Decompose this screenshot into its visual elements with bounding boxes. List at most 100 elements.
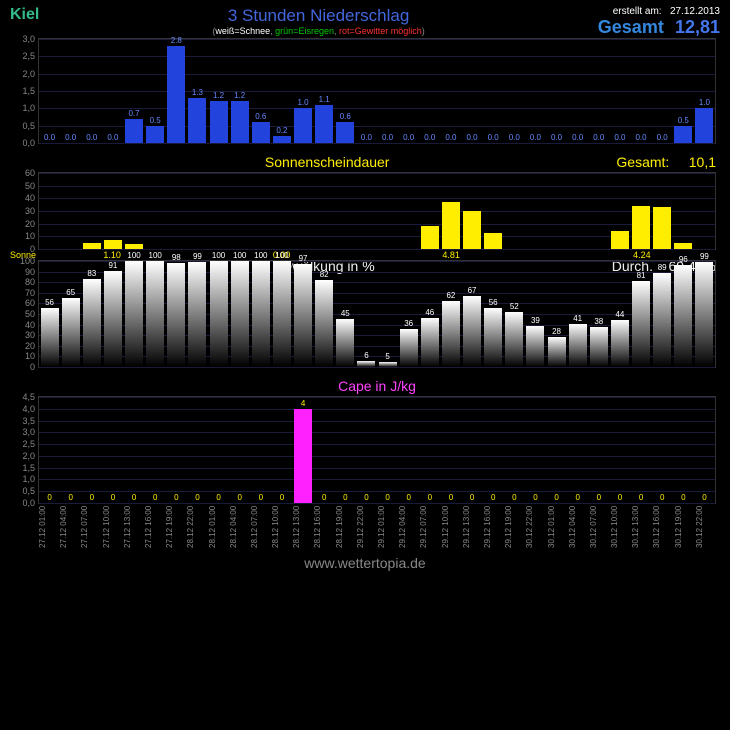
sun-title: Sonnenscheindauer (265, 154, 390, 170)
chart-bar: 82 (315, 280, 333, 367)
chart-bar: 83 (83, 279, 101, 367)
x-axis-label: 28.12 04:00 (229, 504, 250, 551)
bar-value-label: 0 (597, 493, 601, 502)
chart-bar: 1.0 (695, 108, 713, 143)
bar-value-label: 36 (404, 319, 413, 328)
bar-value-label: 28 (552, 327, 561, 336)
bar-value-label: 0.0 (488, 133, 499, 142)
sun-total-value: 10,1 (689, 154, 716, 170)
legend: (weiß=Schnee, grün=Eisregen, rot=Gewitte… (39, 26, 597, 36)
chart-bar: 1.0 (294, 108, 312, 143)
sun-row-value (462, 250, 483, 260)
chart-bar: 89 (653, 273, 671, 367)
bar-value-label: 0 (259, 493, 263, 502)
chart-bar: 81 (632, 281, 650, 367)
bar-value-label: 39 (531, 316, 540, 325)
chart-bar: 0.6 (336, 122, 354, 143)
bar-value-label: 38 (594, 317, 603, 326)
bar-value-label: 0.0 (509, 133, 520, 142)
x-axis-label: 29.12 13:00 (462, 504, 483, 551)
chart-bar: 0.6 (252, 122, 270, 143)
bar-value-label: 0 (385, 493, 389, 502)
footer: www.wettertopia.de (10, 555, 720, 571)
chart-bar: 1.1 (315, 105, 333, 143)
x-axis-label: 28.12 01:00 (208, 504, 229, 551)
bar-value-label: 65 (66, 288, 75, 297)
sun-row-value (80, 250, 101, 260)
bar-value-label: 0.7 (128, 109, 139, 118)
sun-row-value (419, 250, 440, 260)
bar-value-label: 0 (554, 493, 558, 502)
chart-bar: 5 (379, 362, 397, 367)
bar-value-label: 0 (237, 493, 241, 502)
chart-bar (442, 202, 460, 249)
chart-bar: 39 (526, 326, 544, 367)
bar-value-label: 0.2 (276, 126, 287, 135)
bar-value-label: 0.0 (466, 133, 477, 142)
chart-bar: 100 (210, 261, 228, 367)
chart-bar: 36 (400, 329, 418, 367)
chart-bar: 41 (569, 324, 587, 367)
x-axis-label: 28.12 07:00 (250, 504, 271, 551)
header-right: erstellt am: 27.12.2013 Gesamt 12,81 (598, 6, 720, 38)
bar-value-label: 52 (510, 302, 519, 311)
chart-bar: 0.2 (273, 136, 291, 143)
bar-value-label: 100 (212, 251, 225, 260)
bar-value-label: 0.0 (86, 133, 97, 142)
chart-bar: 100 (273, 261, 291, 367)
x-axis-label: 29.12 10:00 (441, 504, 462, 551)
bar-value-label: 0.0 (614, 133, 625, 142)
chart-bar: 67 (463, 296, 481, 367)
bar-value-label: 0 (216, 493, 220, 502)
bar-value-label: 0.5 (678, 116, 689, 125)
chart-bar: 1.2 (231, 101, 249, 143)
chart-bar (484, 233, 502, 249)
x-axis-label: 30.12 04:00 (568, 504, 589, 551)
bar-value-label: 0 (195, 493, 199, 502)
bar-value-label: 0 (512, 493, 516, 502)
bar-value-label: 0 (660, 493, 664, 502)
sun-row-value: 4.81 (441, 250, 462, 260)
x-axis-label: 27.12 01:00 (38, 504, 59, 551)
bar-value-label: 0 (428, 493, 432, 502)
bar-value-label: 5 (385, 352, 389, 361)
sun-row-value (568, 250, 589, 260)
bar-value-label: 91 (108, 261, 117, 270)
created-date: 27.12.2013 (670, 6, 720, 17)
bar-value-label: 0.0 (445, 133, 456, 142)
cape-title-row: Cape in J/kg (38, 378, 716, 394)
bar-value-label: 0.6 (340, 112, 351, 121)
chart-bar: 28 (548, 337, 566, 367)
bar-value-label: 99 (700, 252, 709, 261)
x-axis-label: 27.12 04:00 (59, 504, 80, 551)
chart-bar: 1.3 (188, 98, 206, 143)
bar-value-label: 0 (280, 493, 284, 502)
chart-bar: 100 (125, 261, 143, 367)
chart-bar: 6 (357, 361, 375, 367)
bar-value-label: 0 (68, 493, 72, 502)
bar-value-label: 100 (148, 251, 161, 260)
x-axis-label: 29.12 16:00 (483, 504, 504, 551)
chart-bar: 91 (104, 271, 122, 367)
header: Kiel 3 Stunden Niederschlag (weiß=Schnee… (10, 6, 720, 38)
bar-value-label: 0 (575, 493, 579, 502)
bar-value-label: 0.0 (403, 133, 414, 142)
bar-value-label: 0 (90, 493, 94, 502)
cape-title: Cape in J/kg (338, 378, 416, 394)
bar-value-label: 82 (320, 270, 329, 279)
bar-value-label: 0.6 (255, 112, 266, 121)
bar-value-label: 0.0 (635, 133, 646, 142)
bar-value-label: 0 (702, 493, 706, 502)
x-axis-label: 29.12 22:00 (356, 504, 377, 551)
bar-value-label: 1.1 (319, 95, 330, 104)
bar-value-label: 2.8 (171, 36, 182, 45)
chart-bar: 99 (188, 262, 206, 367)
chart-bar: 4 (294, 409, 312, 503)
chart-bar: 99 (695, 262, 713, 367)
bar-value-label: 67 (468, 286, 477, 295)
bar-value-label: 0 (364, 493, 368, 502)
chart-bar (653, 207, 671, 249)
bar-value-label: 0 (153, 493, 157, 502)
chart-bar: 1.2 (210, 101, 228, 143)
chart-bar (463, 211, 481, 249)
